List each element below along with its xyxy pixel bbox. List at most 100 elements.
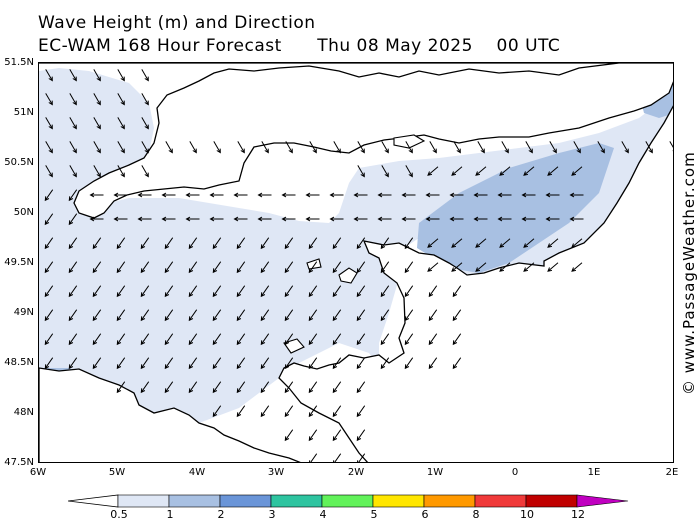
wave-direction-arrow	[164, 261, 174, 274]
wave-direction-arrow	[116, 357, 126, 370]
wave-direction-arrow	[117, 117, 125, 130]
wave-direction-arrow	[571, 262, 583, 272]
wave-direction-arrow	[571, 238, 583, 248]
wave-direction-arrow	[380, 285, 390, 298]
wave-direction-arrow	[93, 117, 101, 130]
wave-direction-arrow	[449, 216, 464, 222]
wave-direction-arrow	[236, 381, 246, 394]
wave-direction-arrow	[137, 216, 152, 222]
wave-direction-arrow	[621, 141, 629, 154]
wave-direction-arrow	[89, 192, 104, 198]
wave-direction-arrow	[236, 285, 246, 298]
wave-direction-arrow	[89, 216, 104, 222]
wave-direction-arrow	[308, 429, 318, 442]
wave-direction-arrow	[185, 192, 200, 198]
wave-direction-arrow	[164, 357, 174, 370]
wave-direction-arrow	[141, 93, 149, 106]
legend-swatch	[117, 494, 170, 508]
wave-direction-arrow	[353, 216, 368, 222]
wave-direction-arrow	[141, 141, 149, 154]
wave-direction-arrow	[257, 192, 272, 198]
wave-direction-arrow	[236, 405, 246, 418]
lon-label: 4W	[188, 467, 206, 478]
wave-direction-arrow	[308, 237, 318, 250]
wave-direction-arrow	[113, 216, 128, 222]
wave-direction-arrow	[477, 141, 485, 154]
wave-direction-arrow	[68, 261, 78, 274]
lat-label: 49N	[13, 307, 34, 318]
wave-direction-arrow	[547, 262, 559, 272]
wave-direction-arrow	[93, 165, 101, 178]
wave-direction-arrow	[425, 192, 440, 198]
wave-direction-arrow	[212, 405, 222, 418]
lon-label: 3W	[267, 467, 285, 478]
wave-direction-arrow	[213, 141, 221, 154]
wave-direction-arrow	[164, 285, 174, 298]
wave-map	[38, 62, 674, 463]
wave-direction-arrow	[257, 216, 272, 222]
wave-direction-arrow	[333, 453, 342, 462]
wave-direction-arrow	[284, 309, 294, 322]
wave-direction-arrow	[285, 141, 293, 154]
wave-direction-arrow	[116, 333, 126, 346]
wave-direction-arrow	[92, 261, 102, 274]
wave-direction-arrow	[404, 309, 414, 322]
wave-direction-arrow	[92, 333, 102, 346]
wave-direction-arrow	[473, 216, 488, 222]
wave-direction-arrow	[473, 192, 488, 198]
wave-direction-arrow	[356, 285, 366, 298]
wave-direction-arrow	[212, 261, 222, 274]
wave-direction-arrow	[260, 285, 270, 298]
wave-direction-arrow	[113, 192, 128, 198]
wave-direction-arrow	[475, 238, 487, 248]
legend-tick: 1	[166, 508, 174, 521]
wave-direction-arrow	[261, 141, 269, 154]
legend-tick: 5	[370, 508, 378, 521]
wave-direction-arrow	[137, 192, 152, 198]
wave-direction-arrow	[116, 285, 126, 298]
wave-direction-arrow	[188, 381, 198, 394]
wave-direction-arrow	[329, 216, 344, 222]
isle-of-wight	[393, 134, 426, 149]
wave-direction-arrow	[44, 213, 54, 226]
wave-direction-arrow	[357, 165, 365, 178]
wave-direction-arrow	[356, 381, 366, 394]
lat-label: 48.5N	[4, 357, 34, 368]
wave-direction-arrow	[305, 192, 320, 198]
wave-direction-arrow	[308, 309, 318, 322]
wave-direction-arrow	[452, 333, 462, 346]
wave-direction-arrow	[381, 141, 389, 154]
wave-direction-arrow	[117, 141, 125, 154]
wave-direction-arrow	[380, 333, 390, 346]
wave-direction-arrow	[69, 165, 77, 178]
wave-direction-arrow	[380, 309, 390, 322]
wave-direction-arrow	[356, 237, 366, 250]
wave-direction-arrow	[453, 141, 461, 154]
legend-swatch	[474, 494, 527, 508]
wave-direction-arrow	[525, 141, 533, 154]
lat-label: 47.5N	[4, 457, 34, 468]
wave-direction-arrow	[308, 405, 318, 418]
wave-direction-arrow	[569, 216, 584, 222]
wave-direction-arrow	[68, 213, 78, 226]
wave-direction-arrow	[308, 381, 318, 394]
wave-direction-arrow	[333, 141, 341, 154]
wave-direction-arrow	[332, 429, 342, 442]
wave-direction-arrow	[452, 357, 462, 370]
wave-direction-arrow	[401, 216, 416, 222]
wave-direction-arrow	[308, 285, 318, 298]
chart-title: Wave Height (m) and Direction	[38, 13, 316, 33]
wave-direction-arrow	[44, 261, 54, 274]
wave-direction-arrow	[451, 166, 463, 176]
wave-direction-arrow	[260, 309, 270, 322]
england-coast	[39, 63, 673, 219]
chart-subtitle: EC-WAM 168 Hour Forecast Thu 08 May 2025…	[38, 36, 560, 56]
wave-direction-arrow	[404, 237, 414, 250]
wave-direction-arrow	[547, 166, 559, 176]
lon-label: 0	[511, 467, 519, 478]
wave-direction-arrow	[284, 381, 294, 394]
lat-label: 50N	[13, 207, 34, 218]
wave-direction-arrow	[188, 357, 198, 370]
wave-direction-arrow	[427, 238, 439, 248]
wave-direction-arrow	[284, 237, 294, 250]
